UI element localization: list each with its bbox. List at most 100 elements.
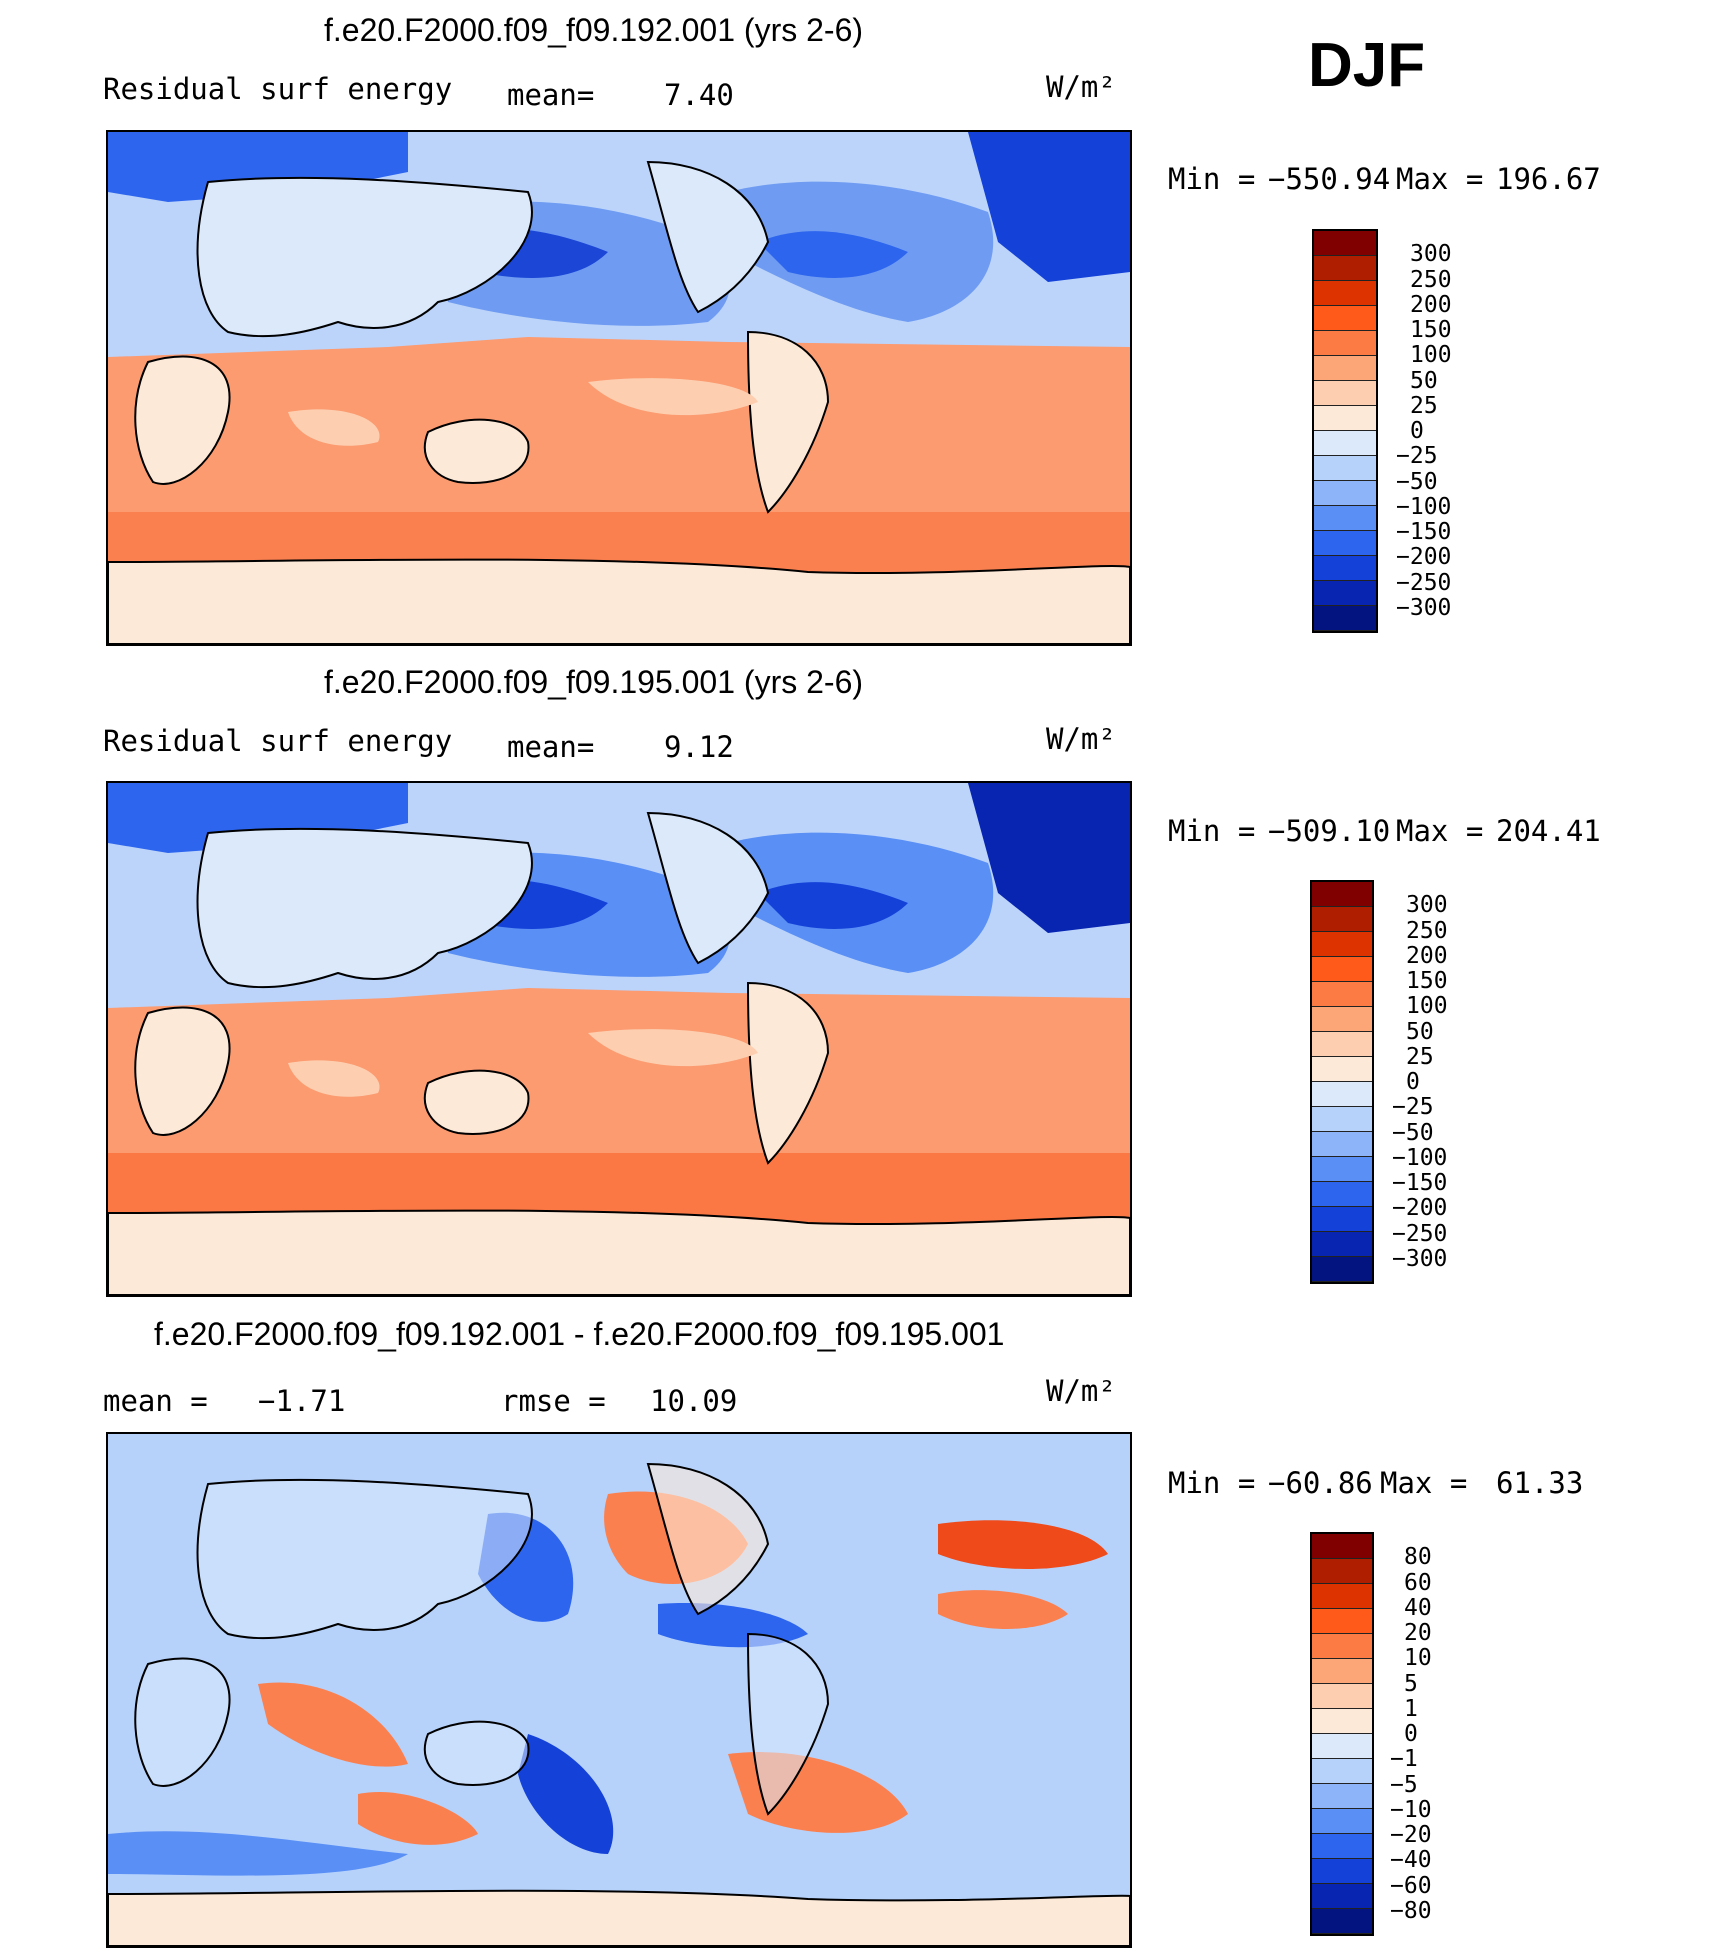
colorbar-label: −200 (1396, 544, 1452, 571)
panel3-rmse-label: rmse = (501, 1384, 606, 1418)
panel1-colorbar (1312, 229, 1378, 633)
colorbar-label: 100 (1410, 342, 1452, 369)
colorbar-segment (1312, 1634, 1372, 1659)
colorbar-label: −10 (1390, 1796, 1432, 1823)
colorbar-segment (1312, 1609, 1372, 1634)
colorbar-label: −200 (1392, 1195, 1448, 1222)
panel2-max-value: 204.41 (1496, 814, 1601, 848)
panel1-map (106, 130, 1132, 646)
panel2-colorbar-labels: 300 250 200 150 100 50 25 0 −25 −50 −100 −150 −200 −2… (1392, 880, 1492, 1284)
season-label: DJF (1308, 31, 1426, 100)
panel3-rmse-value: 10.09 (650, 1384, 738, 1418)
colorbar-label: −5 (1390, 1771, 1418, 1798)
colorbar-label: −25 (1392, 1094, 1434, 1121)
colorbar-segment (1312, 932, 1372, 957)
colorbar-segment (1312, 1257, 1372, 1282)
panel2-map-graphic (108, 783, 1130, 1295)
colorbar-label: −100 (1396, 493, 1452, 520)
colorbar-segment (1312, 1559, 1372, 1584)
panel2-variable: Residual surf energy (103, 724, 453, 758)
colorbar-segment (1312, 1759, 1372, 1784)
panel1-min-label: Min = (1168, 162, 1256, 196)
colorbar-label: 0 (1410, 418, 1424, 444)
panel2-title: f.e20.F2000.f09_f09.195.001 (yrs 2-6) (324, 664, 864, 700)
colorbar-label: 200 (1410, 291, 1452, 318)
colorbar-label: 300 (1406, 892, 1448, 919)
colorbar-segment (1312, 1734, 1372, 1759)
colorbar-segment (1312, 1584, 1372, 1609)
colorbar-segment (1312, 1057, 1372, 1082)
panel2-mean-value: 9.12 (664, 730, 734, 764)
colorbar-label: 0 (1404, 1721, 1418, 1747)
colorbar-segment (1312, 1007, 1372, 1032)
colorbar-segment (1314, 231, 1376, 256)
colorbar-segment (1312, 1859, 1372, 1884)
panel1-max-label: Max = (1396, 162, 1484, 196)
colorbar-label: 300 (1410, 241, 1452, 268)
panel3-max-label: Max = (1380, 1466, 1468, 1500)
colorbar-segment (1314, 331, 1376, 356)
panel3-colorbar-labels: 80 60 40 20 10 5 1 0 −1 −5 −10 −20 −40 −60 −80 (1390, 1532, 1490, 1936)
panel3-mean-label: mean = (103, 1384, 208, 1418)
colorbar-segment (1314, 306, 1376, 331)
colorbar-label: 250 (1406, 917, 1448, 944)
colorbar-segment (1312, 957, 1372, 982)
colorbar-label: −1 (1390, 1746, 1418, 1773)
colorbar-segment (1314, 381, 1376, 406)
colorbar-label: 50 (1410, 367, 1438, 394)
panel3-mean-value: −1.71 (258, 1384, 346, 1418)
colorbar-segment (1314, 506, 1376, 531)
colorbar-segment (1314, 281, 1376, 306)
colorbar-segment (1312, 882, 1372, 907)
panel3-map (106, 1432, 1132, 1948)
colorbar-label: −150 (1392, 1170, 1448, 1196)
colorbar-label: −300 (1396, 594, 1452, 621)
panel1-mean-label: mean= (507, 78, 595, 112)
colorbar-label: 200 (1406, 942, 1448, 969)
colorbar-label: −50 (1392, 1119, 1434, 1146)
colorbar-segment (1312, 907, 1372, 932)
colorbar-label: 150 (1410, 317, 1452, 343)
panel3-max-value: 61.33 (1496, 1466, 1584, 1500)
colorbar-segment (1314, 456, 1376, 481)
colorbar-segment (1314, 256, 1376, 281)
colorbar-segment (1312, 1232, 1372, 1257)
panel2-map (106, 781, 1132, 1297)
colorbar-label: −40 (1390, 1847, 1432, 1874)
colorbar-label: 20 (1404, 1620, 1432, 1646)
colorbar-segment (1312, 1659, 1372, 1684)
colorbar-label: −80 (1390, 1897, 1432, 1924)
colorbar-label: 60 (1404, 1569, 1432, 1596)
colorbar-label: −100 (1392, 1144, 1448, 1171)
colorbar-segment (1312, 1784, 1372, 1809)
panel1-max-value: 196.67 (1496, 162, 1601, 196)
panel1-title: f.e20.F2000.f09_f09.192.001 (yrs 2-6) (324, 12, 864, 48)
colorbar-segment (1312, 1182, 1372, 1207)
panel3-units: W/m² (1046, 1374, 1116, 1408)
colorbar-segment (1314, 481, 1376, 506)
colorbar-segment (1312, 1809, 1372, 1834)
colorbar-label: 250 (1410, 266, 1452, 293)
colorbar-segment (1312, 1834, 1372, 1859)
colorbar-segment (1314, 431, 1376, 456)
colorbar-segment (1312, 1909, 1372, 1934)
colorbar-segment (1314, 531, 1376, 556)
colorbar-label: −20 (1390, 1822, 1432, 1848)
colorbar-label: −300 (1392, 1245, 1448, 1272)
colorbar-label: −150 (1396, 519, 1452, 545)
colorbar-label: 25 (1406, 1043, 1434, 1070)
panel1-mean-value: 7.40 (664, 78, 734, 112)
colorbar-label: 10 (1404, 1645, 1432, 1672)
colorbar-segment (1312, 1032, 1372, 1057)
panel1-colorbar-labels: 300 250 200 150 100 50 25 0 −25 −50 −100 −150 −200 −2… (1396, 229, 1496, 633)
colorbar-segment (1314, 406, 1376, 431)
colorbar-segment (1312, 1132, 1372, 1157)
panel2-units: W/m² (1046, 722, 1116, 756)
colorbar-segment (1314, 356, 1376, 381)
colorbar-segment (1312, 1082, 1372, 1107)
colorbar-label: −60 (1390, 1872, 1432, 1899)
colorbar-label: 5 (1404, 1670, 1418, 1697)
colorbar-label: 25 (1410, 392, 1438, 419)
colorbar-segment (1312, 1157, 1372, 1182)
colorbar-segment (1314, 556, 1376, 581)
